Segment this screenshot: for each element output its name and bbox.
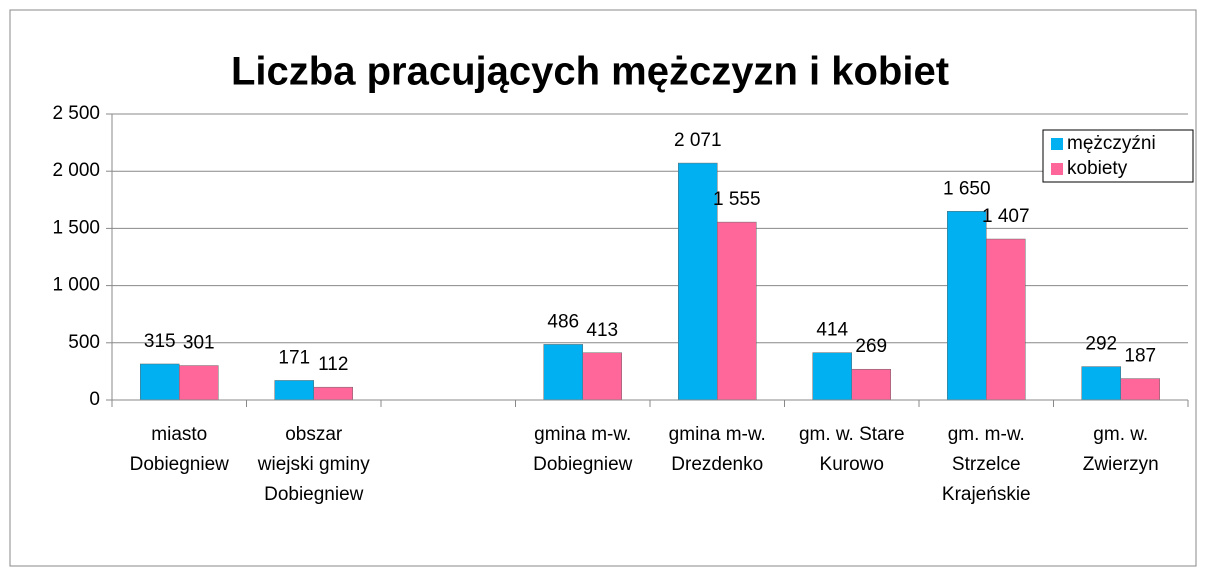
x-tick-label: gm. w. Stare Kurowo xyxy=(798,424,905,475)
data-label: 171 xyxy=(278,347,310,368)
x-tick-label: gm. m-w. Strzelce Krajeńskie xyxy=(941,424,1031,505)
data-label: 301 xyxy=(183,333,215,354)
bar xyxy=(582,352,622,401)
bar xyxy=(274,380,314,401)
legend-label: kobiety xyxy=(1067,158,1128,179)
chart-title: Liczba pracujących mężczyzn i kobiet xyxy=(231,50,949,94)
data-label: 2 071 xyxy=(674,130,722,151)
data-label: 112 xyxy=(318,354,348,375)
bar xyxy=(543,344,583,401)
y-tick-label: 0 xyxy=(89,389,100,410)
x-tick-label: obszar wiejski gminy Dobiegniew xyxy=(257,424,370,505)
bar xyxy=(812,352,852,401)
bar xyxy=(179,365,219,401)
legend-box xyxy=(1042,129,1194,183)
bar xyxy=(313,386,353,401)
data-label: 1 650 xyxy=(943,178,991,199)
data-label: 413 xyxy=(586,320,618,341)
x-tick-label: gmina m-w. Dobiegniew xyxy=(533,424,633,475)
bar xyxy=(851,368,891,401)
y-tick-label: 2 500 xyxy=(52,103,100,124)
data-label: 187 xyxy=(1124,346,1156,367)
data-label: 315 xyxy=(144,331,176,352)
bar xyxy=(1120,378,1160,401)
y-tick-label: 500 xyxy=(68,332,100,353)
x-tick-label: gm. w. Zwierzyn xyxy=(1082,424,1159,475)
data-label: 269 xyxy=(855,336,887,357)
data-label: 1 555 xyxy=(713,189,761,210)
bar xyxy=(986,238,1026,401)
bar xyxy=(1081,366,1121,401)
data-label: 414 xyxy=(816,320,848,341)
x-tick-label: gmina m-w. Drezdenko xyxy=(668,424,766,475)
x-tick-label: miasto Dobiegniew xyxy=(129,424,229,475)
legend-label: mężczyźni xyxy=(1067,133,1156,154)
data-label: 292 xyxy=(1085,334,1117,355)
bar xyxy=(678,162,718,401)
data-label: 486 xyxy=(547,311,579,332)
legend-swatch xyxy=(1051,138,1063,150)
legend-swatch xyxy=(1051,163,1063,175)
y-tick-label: 1 500 xyxy=(52,217,100,238)
bar xyxy=(717,221,757,401)
data-label: 1 407 xyxy=(982,206,1030,227)
bar xyxy=(947,210,987,401)
y-tick-label: 1 000 xyxy=(52,275,100,296)
bar xyxy=(140,363,180,401)
y-tick-label: 2 000 xyxy=(52,160,100,181)
